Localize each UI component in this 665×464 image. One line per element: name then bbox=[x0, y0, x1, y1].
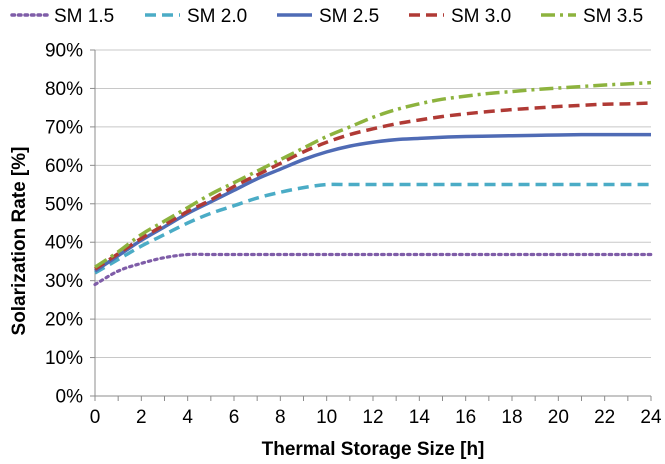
series-line-sm-3-5 bbox=[94, 80, 652, 269]
x-tick-label: 18 bbox=[501, 407, 522, 428]
y-tick-label: 70% bbox=[45, 117, 83, 138]
axes bbox=[90, 49, 652, 401]
x-tick-label: 6 bbox=[229, 407, 240, 428]
y-tick-label: 40% bbox=[45, 233, 83, 254]
series-line-sm-2-0 bbox=[94, 182, 651, 275]
x-tick-label: 8 bbox=[275, 407, 286, 428]
legend-label: SM 2.5 bbox=[319, 6, 379, 27]
legend-item: SM 3.0 bbox=[409, 6, 511, 27]
y-tick-label: 30% bbox=[45, 271, 83, 292]
series-lines bbox=[93, 80, 653, 287]
legend-label: SM 3.5 bbox=[583, 6, 643, 27]
x-tick-label: 22 bbox=[594, 407, 615, 428]
legend-label: SM 2.0 bbox=[187, 6, 247, 27]
legend: SM 1.5 SM 2.0 SM 2.5 SM 3.0 SM 3.5 bbox=[10, 6, 643, 27]
series-line-sm-3-0 bbox=[94, 101, 652, 271]
x-tick-label: 10 bbox=[316, 407, 337, 428]
y-tick-label: 90% bbox=[45, 41, 83, 62]
y-tick-label: 80% bbox=[45, 79, 83, 100]
x-axis-title: Thermal Storage Size [h] bbox=[262, 439, 485, 460]
tick-labels: 0%10%20%30%40%50%60%70%80%90%0 2 4 6 8 10 12 14… bbox=[45, 41, 662, 429]
y-axis-title: Solarization Rate [%] bbox=[9, 147, 30, 336]
series-line-sm-1-5 bbox=[93, 252, 653, 287]
x-tick-label: 12 bbox=[362, 407, 383, 428]
legend-label: SM 3.0 bbox=[451, 6, 511, 27]
legend-item: SM 3.5 bbox=[541, 6, 643, 27]
legend-label: SM 1.5 bbox=[54, 6, 114, 27]
y-tick-label: 60% bbox=[45, 156, 83, 177]
y-tick-label: 10% bbox=[45, 348, 83, 369]
legend-item: SM 2.5 bbox=[277, 6, 379, 27]
x-tick-label: 20 bbox=[548, 407, 569, 428]
legend-item: SM 1.5 bbox=[10, 6, 114, 27]
x-tick-label: 0 bbox=[90, 407, 101, 428]
legend-item: SM 2.0 bbox=[145, 6, 247, 27]
gridlines bbox=[95, 49, 651, 359]
y-tick-label: 0% bbox=[56, 387, 84, 408]
series-line-sm-2-5 bbox=[94, 132, 651, 273]
x-tick-label: 4 bbox=[182, 407, 193, 428]
y-tick-label: 20% bbox=[45, 310, 83, 331]
x-tick-label: 2 bbox=[136, 407, 147, 428]
y-tick-label: 50% bbox=[45, 194, 83, 215]
x-tick-label: 14 bbox=[409, 407, 431, 428]
x-tick-label: 24 bbox=[640, 407, 662, 428]
x-tick-label: 16 bbox=[455, 407, 476, 428]
